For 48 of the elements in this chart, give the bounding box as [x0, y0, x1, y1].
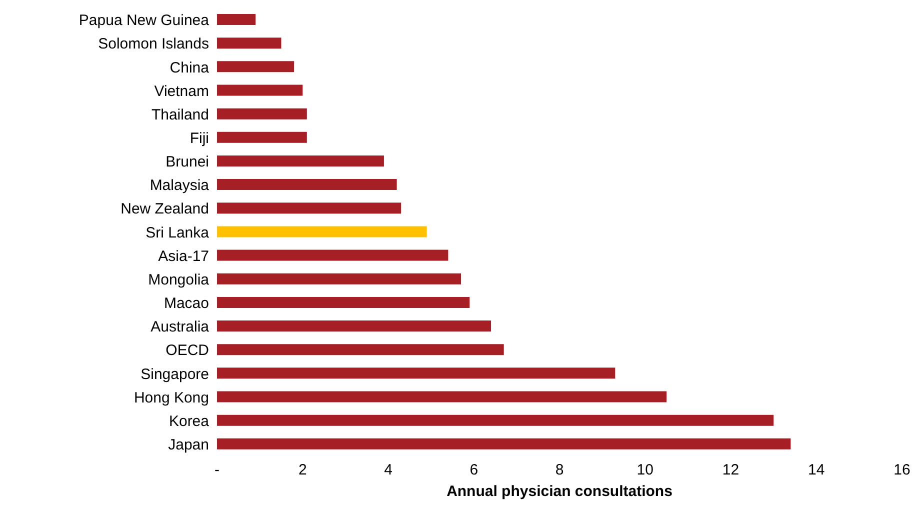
bar	[217, 438, 791, 450]
y-tick-label: Vietnam	[154, 82, 209, 100]
y-tick-label: Solomon Islands	[98, 36, 209, 53]
y-tick-label: Mongolia	[148, 271, 210, 288]
bar	[217, 38, 282, 49]
y-tick-label: OECD	[166, 342, 210, 360]
bar	[217, 368, 616, 379]
x-tick-label: 4	[384, 462, 392, 479]
y-tick-label: Papua New Guinea	[78, 12, 210, 30]
bar	[217, 320, 491, 332]
y-tick-label: Japan	[168, 436, 209, 454]
bar	[217, 273, 462, 284]
y-tick-label: Fiji	[190, 130, 209, 148]
y-tick-label: China	[170, 59, 210, 76]
bar	[217, 61, 294, 72]
bar	[217, 132, 307, 143]
bar	[217, 344, 504, 356]
y-tick-label: Hong Kong	[134, 389, 209, 406]
x-tick-label: 14	[808, 462, 825, 479]
bar	[217, 84, 303, 96]
y-tick-label: Malaysia	[150, 177, 210, 194]
y-tick-label: Australia	[150, 318, 210, 336]
y-tick-label: Thailand	[151, 106, 209, 124]
y-tick-label: Singapore	[140, 366, 209, 383]
bar	[217, 202, 402, 214]
bar	[217, 155, 384, 166]
y-tick-label: Sri Lanka	[146, 224, 210, 242]
x-tick-label: -	[214, 462, 220, 479]
bar	[217, 250, 448, 261]
bar	[217, 414, 774, 426]
bar	[217, 296, 470, 308]
y-tick-label: Macao	[164, 295, 209, 312]
bar	[217, 226, 427, 238]
y-tick-label: New Zealand	[120, 200, 209, 218]
x-tick-label: 6	[470, 462, 478, 479]
x-tick-label: 8	[555, 462, 564, 479]
bar	[217, 391, 667, 402]
bar	[217, 179, 397, 190]
y-tick-label: Brunei	[166, 154, 209, 171]
x-tick-label: 12	[722, 462, 740, 479]
bar	[217, 14, 256, 25]
y-tick-label: Asia-17	[158, 248, 209, 265]
y-tick-label: Korea	[168, 412, 210, 430]
x-tick-label: 2	[298, 462, 307, 479]
x-tick-label: 10	[636, 462, 654, 479]
x-axis-title: Annual physician consultations	[446, 482, 674, 502]
x-tick-label: 16	[894, 462, 910, 479]
bar	[217, 108, 307, 120]
